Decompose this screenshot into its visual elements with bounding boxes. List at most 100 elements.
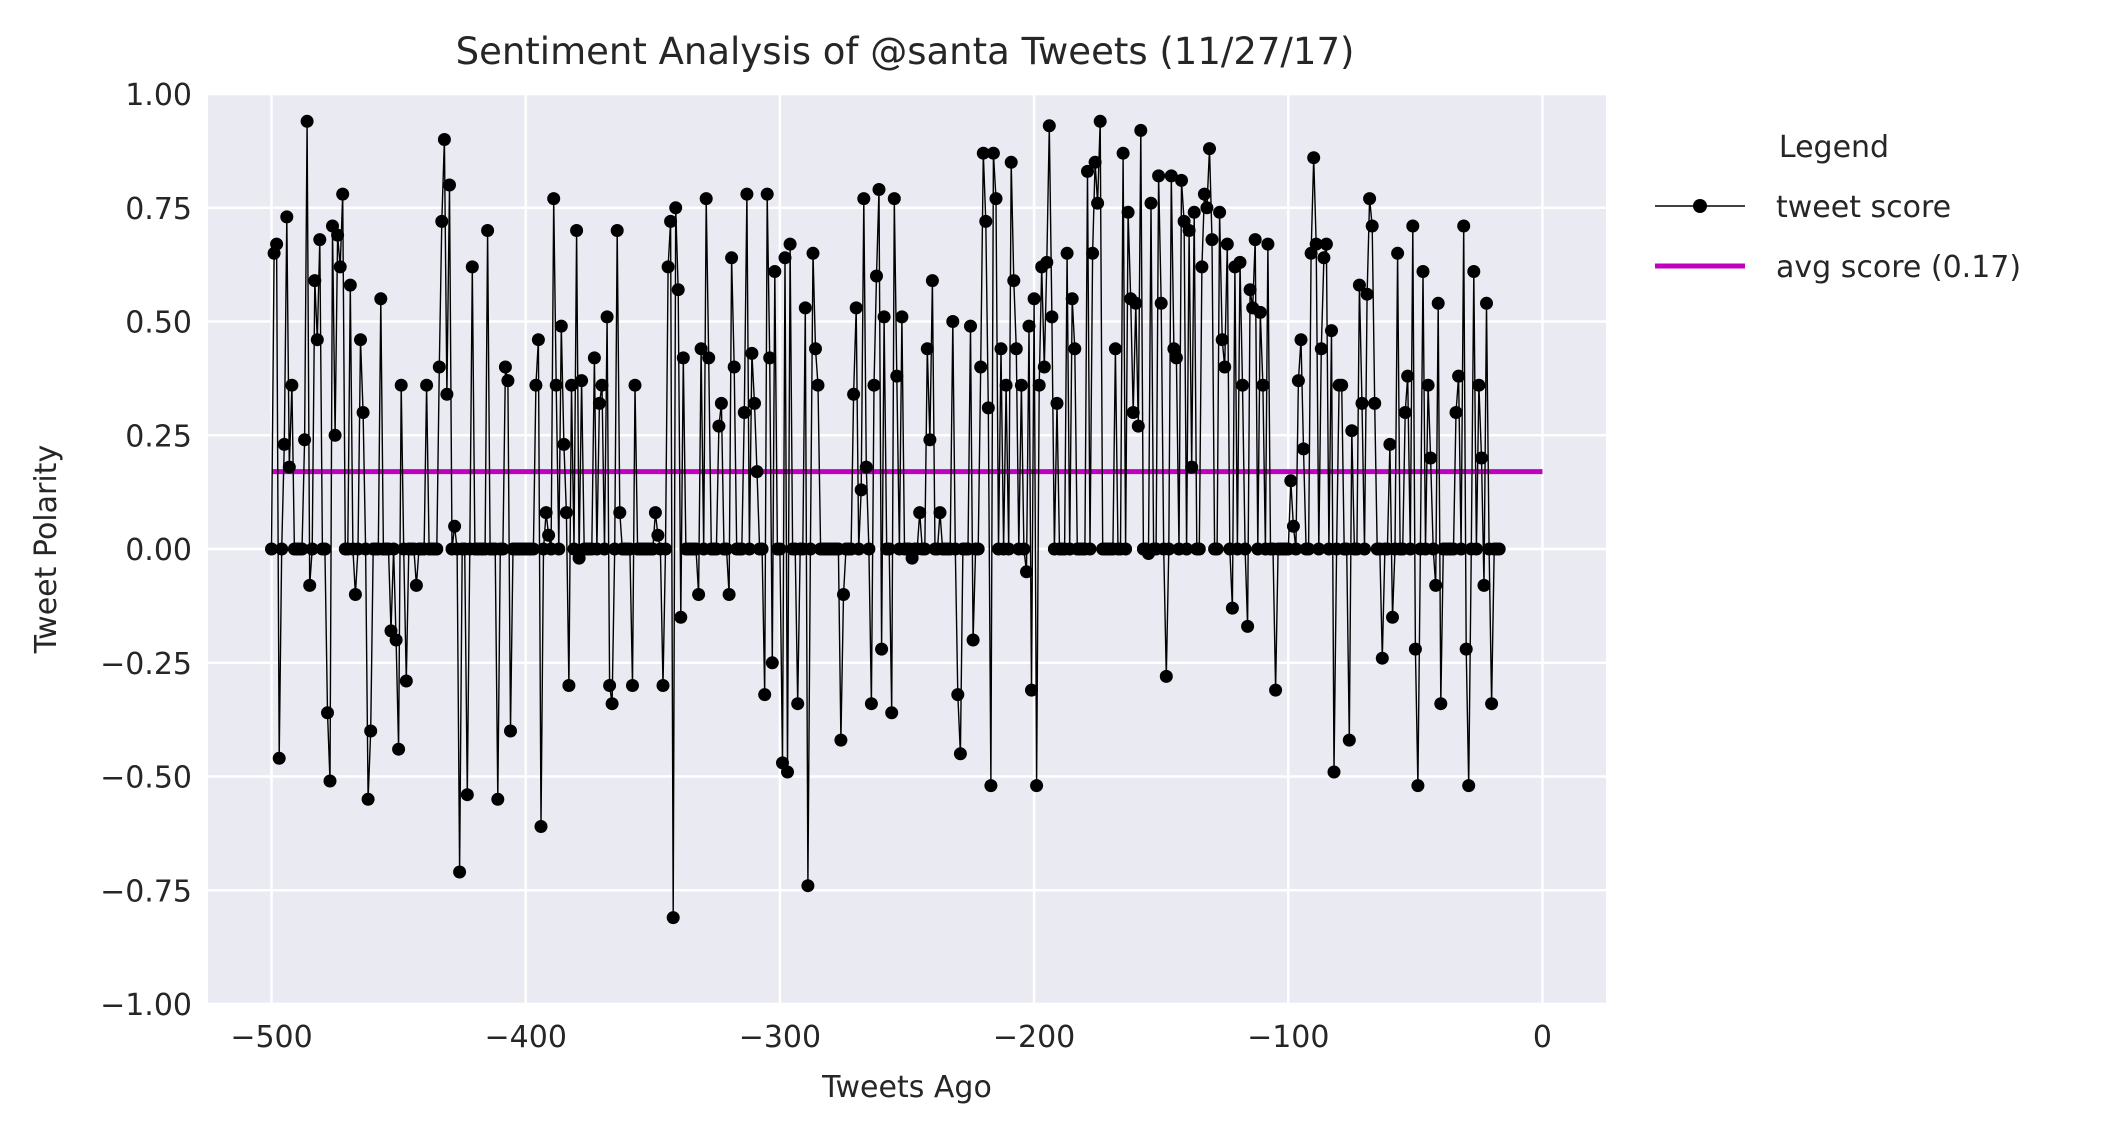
- tweet-score-point: [557, 437, 571, 451]
- tweet-score-point: [600, 310, 614, 324]
- tweet-score-point: [699, 192, 713, 206]
- tweet-score-point: [890, 369, 904, 383]
- tweet-score-point: [626, 679, 639, 692]
- tweet-score-point: [1164, 169, 1178, 183]
- x-tick-label: −100: [1247, 1020, 1329, 1055]
- tweet-score-point: [791, 697, 805, 711]
- tweet-score-point: [321, 706, 334, 720]
- tweet-score-point: [592, 396, 606, 410]
- tweet-score-point: [1093, 114, 1107, 128]
- tweet-score-point: [925, 274, 939, 288]
- tweet-score-point: [1429, 578, 1443, 592]
- tweet-score-point: [1182, 224, 1196, 237]
- tweet-score-point: [1449, 406, 1463, 419]
- tweet-score-point: [1302, 542, 1316, 556]
- tweet-score-point: [1020, 565, 1033, 579]
- tweet-score-point: [664, 214, 678, 228]
- tweet-score-point: [496, 542, 510, 556]
- tweet-score-point: [854, 483, 868, 497]
- tweet-score-point: [1256, 378, 1270, 392]
- tweet-score-point: [671, 283, 685, 297]
- tweet-score-point: [1426, 542, 1440, 556]
- tweet-score-point: [394, 378, 408, 392]
- tweet-score-point: [1213, 205, 1227, 219]
- tweet-score-point: [603, 679, 617, 692]
- tweet-score-point: [1398, 406, 1412, 419]
- tweet-score-point: [364, 724, 378, 738]
- tweet-score-point: [740, 187, 754, 201]
- tweet-score-point: [448, 519, 462, 533]
- tweet-score-point: [1452, 369, 1466, 383]
- legend-label-avg-score: avg score (0.17): [1776, 250, 2021, 285]
- tweet-score-point: [750, 465, 764, 479]
- tweet-score-point: [552, 542, 566, 556]
- legend-entry-avg-score: avg score (0.17): [1655, 250, 2021, 285]
- tweet-score-point: [758, 688, 772, 702]
- tweet-score-point: [971, 542, 985, 556]
- tweet-score-point: [336, 187, 350, 201]
- tweet-score-point: [1144, 196, 1158, 210]
- tweet-score-point: [613, 506, 627, 520]
- tweet-score-point: [648, 506, 662, 520]
- tweet-score-point: [1236, 378, 1249, 392]
- tweet-score-point: [562, 679, 576, 692]
- tweet-score-point: [1108, 342, 1122, 356]
- tweet-score-point: [885, 706, 899, 720]
- tweet-score-point: [656, 679, 670, 692]
- tweet-score-point: [1022, 319, 1036, 333]
- x-tick-label: −500: [230, 1020, 312, 1055]
- tweet-score-point: [951, 688, 965, 702]
- tweet-score-point: [1180, 542, 1194, 556]
- tweet-score-point: [981, 401, 995, 415]
- tweet-score-point: [1467, 265, 1481, 278]
- tweet-score-point: [1126, 406, 1140, 419]
- tweet-score-point: [542, 528, 556, 542]
- tweet-score-point: [504, 724, 517, 738]
- tweet-score-point: [1368, 396, 1382, 410]
- tweet-score-point: [1375, 651, 1389, 665]
- tweet-score-point: [676, 351, 690, 365]
- tweet-score-point: [491, 792, 505, 806]
- tweet-score-point: [1317, 251, 1331, 265]
- tweet-score-point: [1261, 237, 1275, 251]
- tweet-score-point: [1462, 779, 1476, 793]
- tweet-score-point: [806, 246, 820, 260]
- tweet-score-point: [1475, 451, 1488, 465]
- tweet-score-point: [356, 406, 370, 419]
- tweet-score-point: [755, 542, 769, 556]
- tweet-score-point: [849, 301, 863, 315]
- tweet-score-point: [1325, 324, 1338, 338]
- tweet-score-point: [1238, 542, 1252, 556]
- tweet-score-point: [409, 578, 423, 592]
- tweet-score-point: [275, 542, 289, 556]
- tweet-score-point: [1291, 374, 1305, 388]
- tweet-score-point: [501, 374, 515, 388]
- tweet-score-point: [966, 633, 980, 647]
- tweet-score-point: [1454, 542, 1468, 556]
- tweet-score-point: [783, 237, 797, 251]
- tweet-score-point: [1042, 119, 1056, 133]
- tweet-score-point: [430, 542, 444, 556]
- tweet-score-point: [1253, 305, 1267, 319]
- tweet-score-point: [1352, 278, 1366, 292]
- tweet-score-point: [1175, 173, 1188, 187]
- tweet-score-point: [994, 342, 1008, 356]
- tweet-score-point: [1169, 351, 1183, 365]
- tweet-score-point: [1159, 669, 1173, 683]
- tweet-score-point: [976, 146, 990, 160]
- tweet-score-point: [387, 542, 401, 556]
- tweet-score-point: [308, 274, 322, 288]
- tweet-score-point: [999, 378, 1013, 392]
- tweet-score-point: [872, 183, 886, 196]
- tweet-score-point: [277, 437, 291, 451]
- tweet-score-point: [798, 301, 812, 315]
- tweet-score-point: [1327, 765, 1341, 779]
- tweet-score-point: [1472, 378, 1486, 392]
- tweet-score-point: [692, 588, 706, 601]
- x-tick-label: −300: [739, 1020, 821, 1055]
- tweet-score-point: [666, 911, 680, 925]
- tweet-score-point: [920, 342, 934, 356]
- y-tick-label: −0.75: [100, 874, 192, 909]
- tweet-score-point: [895, 310, 909, 324]
- tweet-score-point: [1187, 205, 1201, 219]
